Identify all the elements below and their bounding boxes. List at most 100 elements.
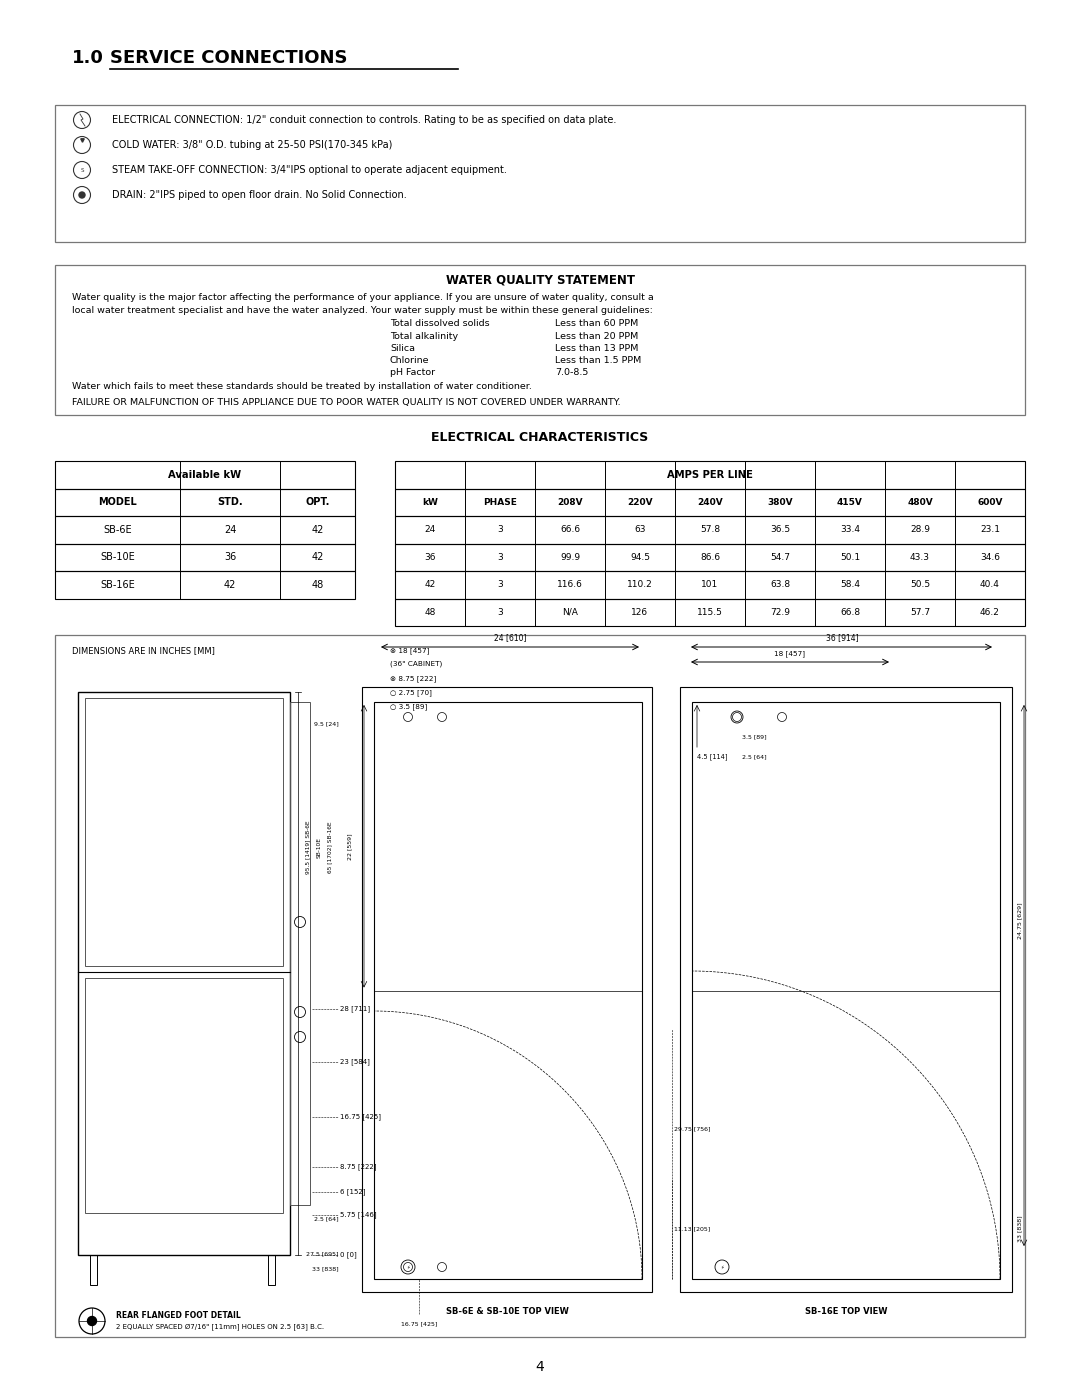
Text: 36 [914]: 36 [914] [826,633,859,643]
Text: SB-10E: SB-10E [318,837,322,858]
Bar [268,1255,275,1285]
Text: pH Factor: pH Factor [390,367,435,377]
Text: 28.9: 28.9 [910,525,930,534]
Bar [55,571,355,598]
Text: 42: 42 [311,525,324,535]
Text: 54.7: 54.7 [770,553,789,562]
Text: Water quality is the major factor affecting the performance of your appliance. I: Water quality is the major factor affect… [72,292,653,302]
Text: MODEL: MODEL [98,497,137,507]
Text: OPT.: OPT. [306,497,329,507]
Bar [291,703,310,1206]
Text: PHASE: PHASE [483,497,517,507]
Text: 23.1: 23.1 [980,525,1000,534]
Text: 48: 48 [424,608,435,616]
Text: 2.5 [64]: 2.5 [64] [314,1217,339,1221]
Text: 48: 48 [311,580,324,590]
Text: ⊗ 8.75 [222]: ⊗ 8.75 [222] [390,676,436,682]
Text: 50.1: 50.1 [840,553,860,562]
Text: 42: 42 [311,552,324,562]
Text: 4.5 [114]: 4.5 [114] [697,753,728,760]
Text: ⚡: ⚡ [720,1264,724,1270]
Text: 57.7: 57.7 [910,608,930,616]
Text: Silica: Silica [390,344,415,352]
Text: STD.: STD. [217,497,243,507]
Text: 36.5: 36.5 [770,525,791,534]
Text: 36: 36 [224,552,237,562]
Text: Water which fails to meet these standards should be treated by installation of w: Water which fails to meet these standard… [72,381,531,391]
Text: 16.75 [425]: 16.75 [425] [340,1113,381,1120]
Text: 5.75 [146]: 5.75 [146] [340,1211,377,1218]
Text: SB-16E: SB-16E [100,580,135,590]
Text: 126: 126 [632,608,649,616]
Bar [395,461,1025,489]
Text: 24.75 [629]: 24.75 [629] [1017,902,1022,939]
Text: 380V: 380V [767,497,793,507]
Text: 66.8: 66.8 [840,608,860,616]
Text: 23 [584]: 23 [584] [340,1059,369,1066]
Text: AMPS PER LINE: AMPS PER LINE [667,469,753,479]
Text: 46.2: 46.2 [980,608,1000,616]
Text: COLD WATER: 3/8" O.D. tubing at 25-50 PSI(170-345 kPa): COLD WATER: 3/8" O.D. tubing at 25-50 PS… [112,140,392,149]
Text: 116.6: 116.6 [557,580,583,590]
Text: 99.9: 99.9 [559,553,580,562]
Bar [395,543,1025,571]
Text: 2 EQUALLY SPACED Ø7/16" [11mm] HOLES ON 2.5 [63] B.C.: 2 EQUALLY SPACED Ø7/16" [11mm] HOLES ON … [116,1323,324,1330]
Text: SB-16E TOP VIEW: SB-16E TOP VIEW [805,1308,888,1316]
Text: 7.0-8.5: 7.0-8.5 [555,367,589,377]
Text: Chlorine: Chlorine [390,355,430,365]
Text: 33 [838]: 33 [838] [1017,1215,1022,1242]
Text: 22 [559]: 22 [559] [347,833,352,859]
Text: 33.4: 33.4 [840,525,860,534]
Text: Available kW: Available kW [168,469,242,479]
Text: 115.5: 115.5 [697,608,723,616]
Bar [85,698,283,965]
Text: 11.13 [205]: 11.13 [205] [674,1227,711,1232]
Text: 42: 42 [424,580,435,590]
Text: 36: 36 [424,553,435,562]
Bar [374,703,642,1280]
Text: ⚡: ⚡ [406,1264,409,1270]
Text: 3: 3 [497,608,503,616]
Text: DRAIN: 2"IPS piped to open floor drain. No Solid Connection.: DRAIN: 2"IPS piped to open floor drain. … [112,190,407,200]
Text: SB-10E: SB-10E [100,552,135,562]
Text: Less than 60 PPM: Less than 60 PPM [555,320,638,328]
Text: 480V: 480V [907,497,933,507]
Text: kW: kW [422,497,437,507]
Text: 27.5 [695]: 27.5 [695] [307,1252,339,1256]
Text: 28 [711]: 28 [711] [340,1006,370,1013]
Text: 94.5: 94.5 [630,553,650,562]
Text: 24 [610]: 24 [610] [494,633,526,643]
Bar [395,598,1025,626]
Text: ○ 2.75 [70]: ○ 2.75 [70] [390,690,432,696]
Bar [395,489,1025,515]
Text: 220V: 220V [627,497,652,507]
Text: 110.2: 110.2 [627,580,653,590]
Bar [55,543,355,571]
Text: 33 [838]: 33 [838] [312,1267,339,1271]
Text: REAR FLANGED FOOT DETAIL: REAR FLANGED FOOT DETAIL [116,1310,241,1320]
Circle shape [87,1316,96,1326]
Text: 65 [1702] SB-16E: 65 [1702] SB-16E [327,821,332,873]
Text: ⊗ 18 [457]: ⊗ 18 [457] [390,648,430,654]
Text: DIMENSIONS ARE IN INCHES [MM]: DIMENSIONS ARE IN INCHES [MM] [72,647,215,655]
Text: 86.6: 86.6 [700,553,720,562]
Text: SERVICE CONNECTIONS: SERVICE CONNECTIONS [110,49,348,67]
Text: S: S [80,168,84,172]
Text: FAILURE OR MALFUNCTION OF THIS APPLIANCE DUE TO POOR WATER QUALITY IS NOT COVERE: FAILURE OR MALFUNCTION OF THIS APPLIANCE… [72,398,621,407]
Text: SB-6E & SB-10E TOP VIEW: SB-6E & SB-10E TOP VIEW [446,1308,568,1316]
Text: 415V: 415V [837,497,863,507]
Text: 2.5 [64]: 2.5 [64] [742,754,767,760]
Text: Less than 1.5 PPM: Less than 1.5 PPM [555,355,642,365]
Text: 63.8: 63.8 [770,580,791,590]
Text: 40.4: 40.4 [980,580,1000,590]
Text: 3: 3 [497,525,503,534]
Text: 1.0: 1.0 [72,49,104,67]
Bar [55,105,1025,242]
Bar [78,692,291,1255]
Bar [692,703,1000,1280]
Text: 208V: 208V [557,497,583,507]
Bar [680,687,1012,1292]
Text: N/A: N/A [562,608,578,616]
Text: 9.5 [24]: 9.5 [24] [314,721,339,726]
Text: 24: 24 [224,525,237,535]
